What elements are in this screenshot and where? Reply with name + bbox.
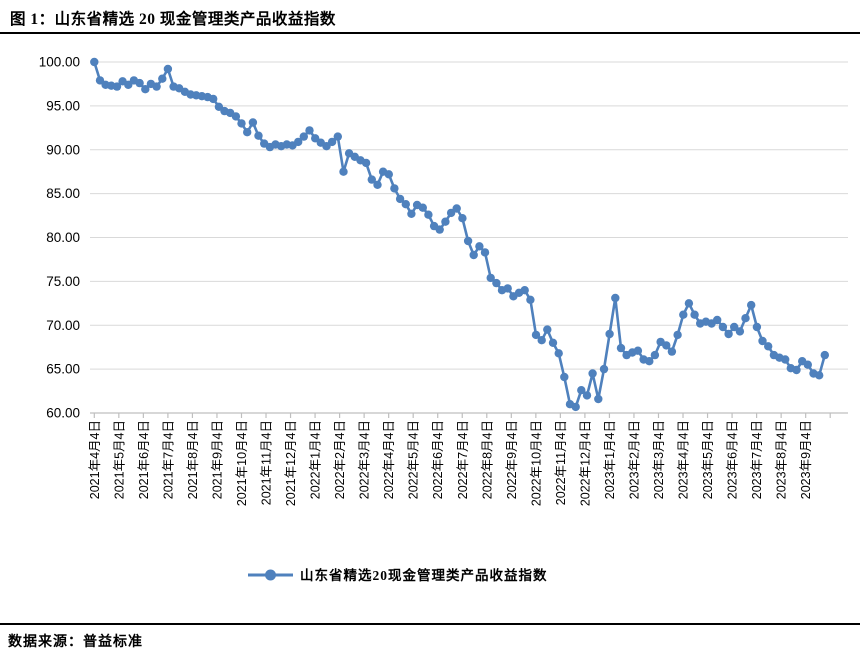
svg-text:2023年1月4日: 2023年1月4日 (603, 420, 617, 499)
legend-dot-icon (265, 569, 276, 581)
svg-text:70.00: 70.00 (46, 318, 80, 333)
svg-text:2023年3月4日: 2023年3月4日 (652, 420, 666, 499)
svg-text:2022年3月4日: 2022年3月4日 (358, 420, 372, 499)
svg-text:80.00: 80.00 (46, 230, 80, 245)
svg-text:2022年2月4日: 2022年2月4日 (333, 420, 347, 499)
svg-text:2021年9月4日: 2021年9月4日 (210, 420, 224, 499)
svg-text:2022年10月4日: 2022年10月4日 (529, 420, 543, 506)
svg-text:2021年11月4日: 2021年11月4日 (260, 420, 274, 505)
svg-text:2021年10月4日: 2021年10月4日 (235, 420, 249, 506)
source-divider (0, 623, 860, 625)
svg-text:2021年6月4日: 2021年6月4日 (137, 420, 151, 499)
svg-text:2021年5月4日: 2021年5月4日 (112, 420, 126, 499)
svg-text:2022年12月4日: 2022年12月4日 (578, 420, 592, 506)
chart-canvas: 100.00 95.00 90.00 85.00 80.00 75.00 70.00 65.0… (39, 55, 848, 583)
svg-text:90.00: 90.00 (46, 142, 80, 157)
y-axis-labels: 100.00 95.00 90.00 85.00 80.00 75.00 70.00 65.0… (39, 55, 80, 421)
svg-text:2023年5月4日: 2023年5月4日 (701, 420, 715, 499)
svg-text:2022年6月4日: 2022年6月4日 (431, 420, 445, 499)
svg-text:75.00: 75.00 (46, 274, 80, 289)
svg-text:100.00: 100.00 (39, 55, 80, 70)
svg-text:2022年7月4日: 2022年7月4日 (456, 420, 470, 499)
svg-text:2022年5月4日: 2022年5月4日 (407, 420, 421, 499)
svg-text:2021年8月4日: 2021年8月4日 (186, 420, 200, 499)
svg-text:2023年2月4日: 2023年2月4日 (627, 420, 641, 499)
x-axis (90, 412, 848, 418)
svg-text:2023年7月4日: 2023年7月4日 (750, 420, 764, 499)
svg-text:2023年9月4日: 2023年9月4日 (799, 420, 813, 499)
x-axis-labels: 2021年4月4日 2021年5月4日 2021年6月4日 2021年7月4日 2021… (88, 420, 813, 506)
svg-text:2023年8月4日: 2023年8月4日 (775, 420, 789, 499)
svg-text:2023年6月4日: 2023年6月4日 (726, 420, 740, 499)
svg-text:2021年12月4日: 2021年12月4日 (284, 420, 298, 506)
title-divider (0, 32, 860, 34)
svg-text:95.00: 95.00 (46, 98, 80, 113)
legend: 山东省精选20现金管理类产品收益指数 (248, 567, 548, 583)
svg-text:2022年4月4日: 2022年4月4日 (382, 420, 396, 499)
line-chart: 100.00 95.00 90.00 85.00 80.00 75.00 70.00 65.0… (0, 36, 860, 616)
svg-text:60.00: 60.00 (46, 406, 80, 421)
svg-text:2022年9月4日: 2022年9月4日 (505, 420, 519, 499)
series-markers (90, 57, 829, 412)
svg-text:2021年4月4日: 2021年4月4日 (88, 420, 102, 499)
svg-text:2022年8月4日: 2022年8月4日 (480, 420, 494, 499)
svg-text:2022年1月4日: 2022年1月4日 (309, 420, 323, 499)
svg-text:2022年11月4日: 2022年11月4日 (554, 420, 568, 505)
legend-label: 山东省精选20现金管理类产品收益指数 (300, 567, 548, 583)
svg-text:85.00: 85.00 (46, 186, 80, 201)
series-line (93, 60, 827, 409)
svg-text:65.00: 65.00 (46, 362, 80, 377)
figure-title: 图 1：山东省精选 20 现金管理类产品收益指数 (10, 11, 336, 28)
svg-text:2021年7月4日: 2021年7月4日 (161, 420, 175, 499)
svg-text:2023年4月4日: 2023年4月4日 (677, 420, 691, 499)
data-source: 数据来源：普益标准 (8, 635, 143, 650)
